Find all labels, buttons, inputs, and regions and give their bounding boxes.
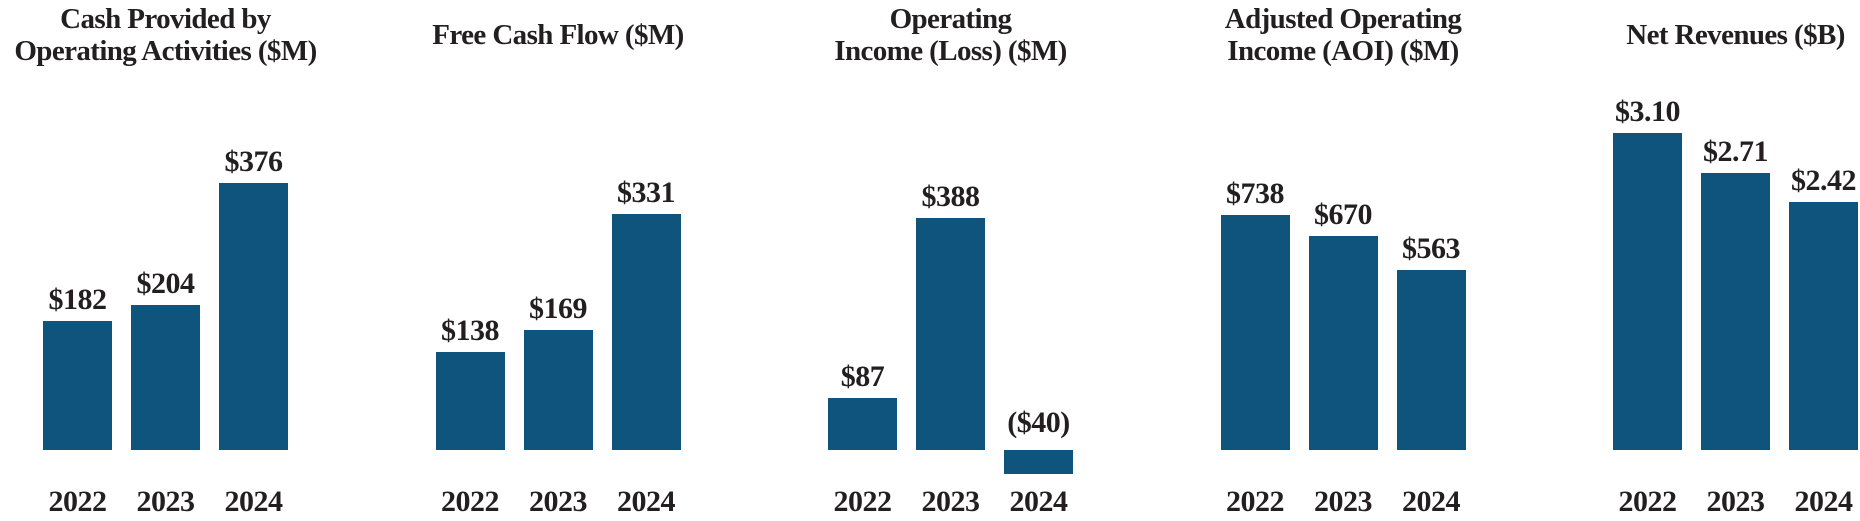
x-tick-label: 2022 [833,485,893,518]
value-label: $738 [1226,177,1285,210]
bar-2024 [611,214,681,450]
chart-title: Net Revenues ($B) [1536,0,1860,70]
bar-2022 [1613,133,1682,450]
bar-2022 [43,321,112,450]
value-label: $87 [840,360,885,393]
value-label: $2.71 [1703,135,1769,168]
chart-plot: $87 2022 $388 2023 ($40) 2024 [828,0,1073,521]
value-label: $388 [921,180,981,213]
chart-title-line: Operating [889,3,1012,35]
chart-net-revenues: Net Revenues ($B) $3.10 2022 $2.71 2023 $2.4… [1556,0,1860,521]
x-tick-label: 2023 [1314,485,1373,518]
chart-title-line: Operating Activities ($M) [14,35,317,67]
bar-2024 [1396,270,1466,450]
value-label: $331 [617,176,676,209]
chart-title-line: Adjusted Operating [1224,3,1462,35]
chart-title: Free Cash Flow ($M) [358,0,758,70]
chart-title-line: Free Cash Flow ($M) [432,19,684,51]
chart-title-line: Net Revenues ($B) [1626,19,1845,51]
x-tick-label: 2022 [441,485,500,518]
bar-2023 [916,218,985,450]
bar-2024 [1004,450,1073,474]
chart-plot: $738 2022 $670 2023 $563 2024 [1220,0,1466,521]
value-label: $670 [1314,198,1373,231]
x-tick-label: 2023 [1706,485,1766,518]
x-tick-label: 2024 [617,485,676,518]
chart-title: Adjusted Operating Income (AOI) ($M) [1143,0,1543,70]
x-tick-label: 2024 [224,485,284,518]
chart-title-line: Income (Loss) ($M) [834,35,1067,67]
bar-2024 [1789,202,1858,450]
chart-title-line: Income (AOI) ($M) [1227,35,1459,67]
x-tick-label: 2022 [1226,485,1285,518]
value-label: ($40) [1007,406,1070,439]
bar-2023 [131,305,200,450]
chart-title: Operating Income (Loss) ($M) [751,0,1151,70]
x-tick-label: 2023 [921,485,981,518]
bar-2022 [828,398,897,450]
bar-2023 [1308,236,1378,450]
chart-plot: $138 2022 $169 2023 $331 2024 [435,0,681,521]
chart-operating-income-loss: Operating Income (Loss) ($M) $87 2022 $388 2… [771,0,1131,521]
x-tick-label: 2024 [1009,485,1069,518]
chart-plot: $182 2022 $204 2023 $376 2024 [43,0,288,521]
value-label: $563 [1402,232,1461,265]
bar-2024 [219,183,288,450]
chart-title-line: Cash Provided by [60,3,271,35]
bar-2023 [523,330,593,450]
bar-2022 [1220,215,1290,450]
chart-adjusted-operating-income: Adjusted Operating Income (AOI) ($M) $738… [1163,0,1523,521]
value-label: $182 [48,283,108,316]
value-label: $376 [224,145,284,178]
bar-2023 [1701,173,1770,450]
x-tick-label: 2023 [529,485,588,518]
bar-2022 [435,352,505,450]
chart-cash-provided-by-operating-activities: Cash Provided by Operating Activities ($M… [0,0,346,521]
x-tick-label: 2022 [1618,485,1678,518]
chart-title: Cash Provided by Operating Activities ($M… [0,0,366,70]
value-label: $169 [529,292,588,325]
x-tick-label: 2024 [1794,485,1854,518]
value-label: $138 [441,314,500,347]
value-label: $204 [136,267,196,300]
chart-plot: $3.10 2022 $2.71 2023 $2.42 2024 [1613,0,1858,521]
x-tick-label: 2022 [48,485,108,518]
x-tick-label: 2024 [1402,485,1461,518]
x-tick-label: 2023 [136,485,196,518]
value-label: $3.10 [1615,95,1681,128]
chart-free-cash-flow: Free Cash Flow ($M) $138 2022 $169 2023 $331… [378,0,738,521]
value-label: $2.42 [1791,164,1857,197]
